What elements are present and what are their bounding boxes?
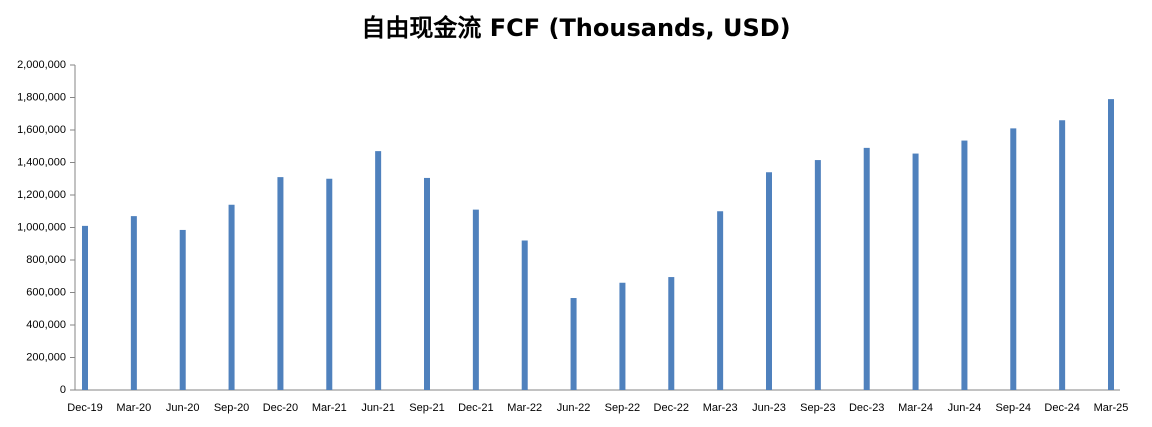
bar — [375, 151, 382, 390]
bar — [912, 153, 919, 390]
bar — [130, 216, 137, 390]
bar — [668, 277, 675, 390]
y-tick-label: 1,000,000 — [17, 221, 66, 233]
x-tick-label: Mar-23 — [703, 402, 738, 414]
bar — [570, 298, 577, 390]
bar — [277, 177, 284, 390]
chart-title: 自由现金流 FCF (Thousands, USD) — [361, 14, 790, 42]
bar — [326, 178, 333, 390]
bar — [1059, 120, 1066, 390]
bar — [863, 147, 870, 390]
x-tick-label: Mar-22 — [507, 402, 542, 414]
x-tick-label: Sep-23 — [800, 402, 835, 414]
bar — [228, 204, 235, 390]
y-tick-label: 1,200,000 — [17, 189, 66, 201]
y-tick-label: 200,000 — [26, 351, 66, 363]
x-tick-label: Jun-24 — [948, 402, 982, 414]
y-tick-label: 800,000 — [26, 254, 66, 266]
bar — [1010, 128, 1017, 390]
bar — [179, 229, 186, 390]
y-tick-label: 2,000,000 — [17, 59, 66, 71]
y-tick-label: 1,800,000 — [17, 91, 66, 103]
x-tick-label: Dec-21 — [458, 402, 493, 414]
bar — [766, 172, 772, 390]
x-tick-label: Dec-19 — [67, 402, 102, 414]
x-tick-label: Mar-21 — [312, 402, 347, 414]
y-tick-label: 600,000 — [26, 286, 66, 298]
bar — [619, 282, 626, 390]
x-tick-label: Dec-23 — [849, 402, 884, 414]
x-tick-label: Sep-20 — [214, 402, 249, 414]
x-tick-label: Sep-22 — [605, 402, 640, 414]
bar — [717, 211, 724, 390]
y-tick-label: 1,600,000 — [17, 124, 66, 136]
x-tick-label: Dec-22 — [654, 402, 689, 414]
bar — [814, 160, 821, 390]
x-tick-label: Mar-25 — [1094, 402, 1129, 414]
x-tick-label: Jun-20 — [166, 402, 200, 414]
bar — [424, 177, 430, 390]
y-tick-label: 400,000 — [26, 319, 66, 331]
x-tick-label: Sep-24 — [996, 402, 1031, 414]
x-tick-label: Jun-23 — [752, 402, 786, 414]
x-tick-label: Jun-22 — [557, 402, 591, 414]
bar — [82, 225, 88, 390]
x-tick-label: Jun-21 — [361, 402, 395, 414]
y-tick-label: 1,400,000 — [17, 156, 66, 168]
bar — [961, 140, 968, 390]
bar — [472, 209, 479, 390]
x-tick-label: Sep-21 — [409, 402, 444, 414]
x-tick-label: Dec-20 — [263, 402, 298, 414]
x-tick-label: Mar-20 — [116, 402, 151, 414]
y-tick-label: 0 — [60, 384, 66, 396]
x-tick-label: Mar-24 — [898, 402, 933, 414]
bar — [521, 240, 528, 390]
bar — [1108, 99, 1114, 390]
x-tick-label: Dec-24 — [1044, 402, 1079, 414]
